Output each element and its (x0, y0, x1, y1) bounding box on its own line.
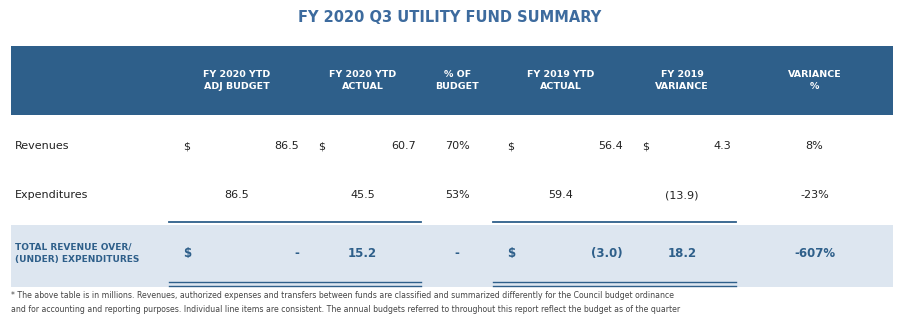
Text: 86.5: 86.5 (224, 190, 249, 200)
Text: 8%: 8% (806, 141, 824, 152)
Text: (3.0): (3.0) (591, 247, 623, 260)
Text: 18.2: 18.2 (668, 247, 697, 260)
Text: FY 2020 YTD
ACTUAL: FY 2020 YTD ACTUAL (329, 70, 396, 90)
Text: 70%: 70% (445, 141, 470, 152)
Text: $: $ (507, 247, 515, 260)
Text: 59.4: 59.4 (548, 190, 573, 200)
Text: -: - (454, 247, 460, 260)
Text: TOTAL REVENUE OVER/
(UNDER) EXPENDITURES: TOTAL REVENUE OVER/ (UNDER) EXPENDITURES (15, 243, 140, 264)
Text: FY 2019
VARIANCE: FY 2019 VARIANCE (655, 70, 709, 90)
Text: 60.7: 60.7 (391, 141, 416, 152)
FancyBboxPatch shape (11, 46, 893, 115)
Text: -23%: -23% (800, 190, 829, 200)
FancyBboxPatch shape (11, 225, 893, 287)
Text: 4.3: 4.3 (713, 141, 731, 152)
Text: 56.4: 56.4 (598, 141, 623, 152)
Text: FY 2020 YTD
ADJ BUDGET: FY 2020 YTD ADJ BUDGET (203, 70, 270, 90)
Text: VARIANCE
%: VARIANCE % (788, 70, 842, 90)
Text: 53%: 53% (445, 190, 470, 200)
Text: FY 2020 Q3 UTILITY FUND SUMMARY: FY 2020 Q3 UTILITY FUND SUMMARY (299, 10, 601, 25)
Text: -607%: -607% (794, 247, 835, 260)
Text: -: - (294, 247, 299, 260)
Text: Revenues: Revenues (15, 141, 70, 152)
Text: (13.9): (13.9) (665, 190, 699, 200)
Text: $: $ (183, 247, 191, 260)
Text: 45.5: 45.5 (350, 190, 375, 200)
Text: $: $ (507, 141, 514, 152)
Text: 15.2: 15.2 (348, 247, 377, 260)
Text: Expenditures: Expenditures (15, 190, 89, 200)
Text: % OF
BUDGET: % OF BUDGET (436, 70, 479, 90)
Text: $: $ (642, 141, 649, 152)
Text: $: $ (183, 141, 190, 152)
Text: * The above table is in millions. Revenues, authorized expenses and transfers be: * The above table is in millions. Revenu… (11, 291, 680, 315)
Text: 86.5: 86.5 (274, 141, 299, 152)
Text: $: $ (318, 141, 325, 152)
Text: FY 2019 YTD
ACTUAL: FY 2019 YTD ACTUAL (527, 70, 594, 90)
